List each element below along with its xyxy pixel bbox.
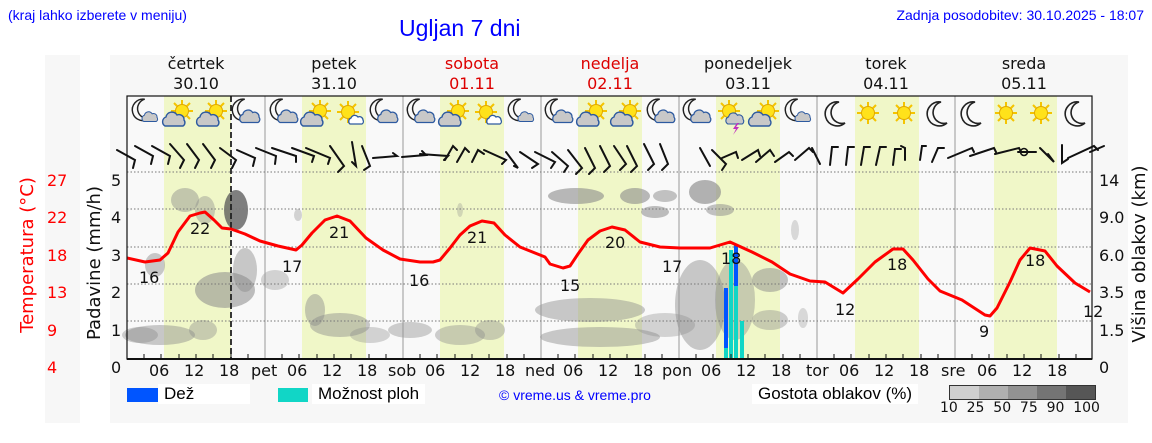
day-label: petek 31.10 bbox=[311, 54, 357, 93]
temperature-axis-panel bbox=[45, 55, 80, 423]
svg-text:15: 15 bbox=[560, 276, 580, 295]
x-axis-labels: 06 12 18 pet 06 12 18 sob 06 12 18 ned 0… bbox=[149, 361, 1068, 380]
wind-barbs bbox=[116, 141, 1105, 175]
sun-icon bbox=[1029, 101, 1053, 125]
svg-text:18: 18 bbox=[1025, 251, 1045, 270]
temperature-line bbox=[126, 210, 1091, 318]
day-separators bbox=[264, 96, 956, 359]
svg-text:12: 12 bbox=[1083, 302, 1103, 321]
temperature-labels: 16 22 17 21 16 21 15 20 17 18 12 18 9 18… bbox=[139, 219, 1103, 341]
svg-text:12: 12 bbox=[835, 300, 855, 319]
sun-icon bbox=[994, 101, 1018, 125]
precipitation-ticks: 5 4 3 2 1 0 bbox=[111, 171, 122, 378]
svg-text:18: 18 bbox=[721, 249, 741, 268]
cloud-density-ticks: 10 25 50 75 90 100 bbox=[940, 400, 1100, 416]
cloud-density-label: Gostota oblakov (%) bbox=[752, 384, 919, 404]
day-label: sreda 05.11 bbox=[1001, 54, 1047, 93]
weather-icons bbox=[131, 98, 1086, 135]
day-label: sobota 01.11 bbox=[444, 54, 500, 93]
cloud-height-ticks: 14 9.0 6.0 3.5 1.5 0 bbox=[1099, 171, 1125, 378]
day-label: torek 04.11 bbox=[863, 54, 909, 93]
sun-icon bbox=[856, 101, 880, 125]
day-label: četrtek 30.10 bbox=[167, 54, 225, 93]
temperature-ticks: 27 22 18 13 9 4 bbox=[47, 171, 68, 378]
cloud-density-scale bbox=[949, 385, 1096, 400]
copyright-link[interactable]: © vreme.us & vreme.pro bbox=[499, 387, 651, 403]
showers-legend-swatch bbox=[278, 388, 308, 402]
location-hint: (kraj lahko izberete v meniju) bbox=[8, 7, 187, 23]
sun-thunder-icon bbox=[717, 99, 745, 135]
svg-text:17: 17 bbox=[282, 257, 302, 276]
day-label: ponedeljek 03.11 bbox=[704, 54, 792, 93]
cloud-density bbox=[122, 180, 808, 350]
svg-text:9: 9 bbox=[979, 322, 989, 341]
rain-legend-label: Dež bbox=[158, 384, 250, 404]
svg-text:22: 22 bbox=[190, 219, 210, 238]
svg-text:16: 16 bbox=[409, 271, 429, 290]
day-label: nedelja 02.11 bbox=[580, 54, 640, 93]
precipitation-bars bbox=[724, 245, 744, 359]
svg-text:16: 16 bbox=[139, 268, 159, 287]
sun-icon bbox=[892, 101, 916, 125]
svg-text:17: 17 bbox=[662, 257, 682, 276]
svg-text:20: 20 bbox=[605, 233, 625, 252]
svg-text:21: 21 bbox=[467, 228, 487, 247]
last-update: Zadnja posodobitev: 30.10.2025 - 18:07 bbox=[896, 7, 1144, 23]
x-ticks bbox=[143, 354, 1077, 359]
showers-legend-label: Možnost ploh bbox=[312, 384, 426, 404]
svg-text:18: 18 bbox=[887, 255, 907, 274]
page-title: Ugljan 7 dni bbox=[399, 15, 521, 41]
svg-text:21: 21 bbox=[329, 223, 349, 242]
